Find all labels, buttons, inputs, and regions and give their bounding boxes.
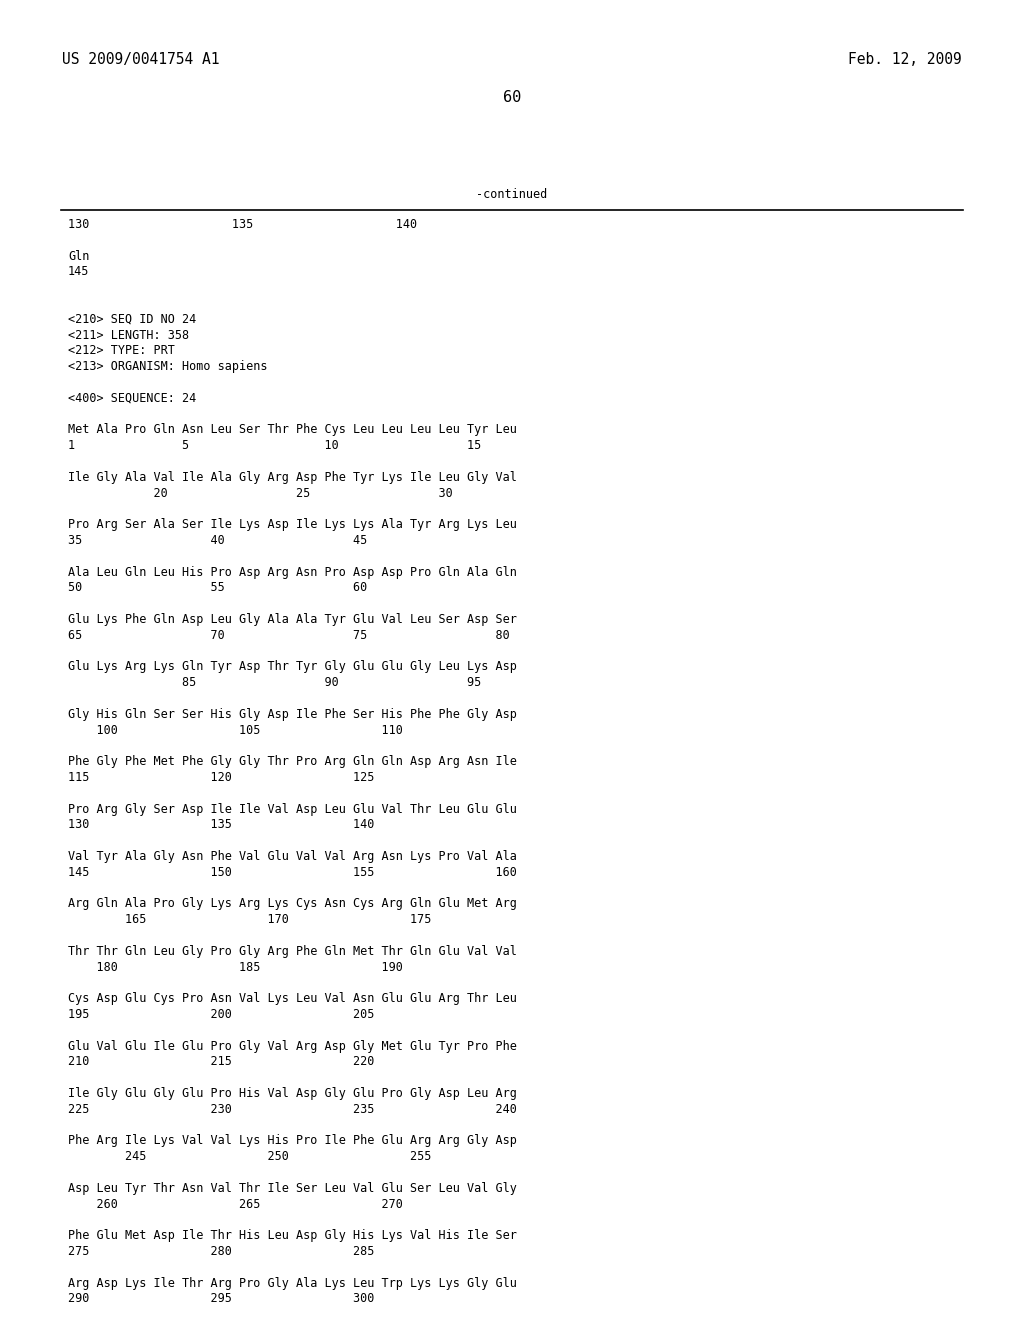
Text: 35                  40                  45: 35 40 45 [68, 535, 368, 546]
Text: 85                  90                  95: 85 90 95 [68, 676, 481, 689]
Text: 145                 150                 155                 160: 145 150 155 160 [68, 866, 517, 879]
Text: Phe Gly Phe Met Phe Gly Gly Thr Pro Arg Gln Gln Asp Arg Asn Ile: Phe Gly Phe Met Phe Gly Gly Thr Pro Arg … [68, 755, 517, 768]
Text: 245                 250                 255: 245 250 255 [68, 1150, 431, 1163]
Text: 145: 145 [68, 265, 89, 279]
Text: 130                 135                 140: 130 135 140 [68, 818, 375, 832]
Text: 180                 185                 190: 180 185 190 [68, 961, 402, 974]
Text: 210                 215                 220: 210 215 220 [68, 1056, 375, 1068]
Text: Glu Val Glu Ile Glu Pro Gly Val Arg Asp Gly Met Glu Tyr Pro Phe: Glu Val Glu Ile Glu Pro Gly Val Arg Asp … [68, 1040, 517, 1052]
Text: Ile Gly Ala Val Ile Ala Gly Arg Asp Phe Tyr Lys Ile Leu Gly Val: Ile Gly Ala Val Ile Ala Gly Arg Asp Phe … [68, 471, 517, 484]
Text: 130                    135                    140: 130 135 140 [68, 218, 417, 231]
Text: Feb. 12, 2009: Feb. 12, 2009 [848, 51, 962, 67]
Text: -continued: -continued [476, 187, 548, 201]
Text: 260                 265                 270: 260 265 270 [68, 1197, 402, 1210]
Text: Cys Asp Glu Cys Pro Asn Val Lys Leu Val Asn Glu Glu Arg Thr Leu: Cys Asp Glu Cys Pro Asn Val Lys Leu Val … [68, 993, 517, 1006]
Text: Met Ala Pro Gln Asn Leu Ser Thr Phe Cys Leu Leu Leu Leu Tyr Leu: Met Ala Pro Gln Asn Leu Ser Thr Phe Cys … [68, 424, 517, 437]
Text: Val Tyr Ala Gly Asn Phe Val Glu Val Val Arg Asn Lys Pro Val Ala: Val Tyr Ala Gly Asn Phe Val Glu Val Val … [68, 850, 517, 863]
Text: <400> SEQUENCE: 24: <400> SEQUENCE: 24 [68, 392, 197, 405]
Text: <213> ORGANISM: Homo sapiens: <213> ORGANISM: Homo sapiens [68, 360, 267, 374]
Text: Thr Thr Gln Leu Gly Pro Gly Arg Phe Gln Met Thr Gln Glu Val Val: Thr Thr Gln Leu Gly Pro Gly Arg Phe Gln … [68, 945, 517, 958]
Text: Glu Lys Phe Gln Asp Leu Gly Ala Ala Tyr Glu Val Leu Ser Asp Ser: Glu Lys Phe Gln Asp Leu Gly Ala Ala Tyr … [68, 612, 517, 626]
Text: Ala Leu Gln Leu His Pro Asp Arg Asn Pro Asp Asp Pro Gln Ala Gln: Ala Leu Gln Leu His Pro Asp Arg Asn Pro … [68, 565, 517, 578]
Text: Pro Arg Ser Ala Ser Ile Lys Asp Ile Lys Lys Ala Tyr Arg Lys Leu: Pro Arg Ser Ala Ser Ile Lys Asp Ile Lys … [68, 519, 517, 531]
Text: Gly His Gln Ser Ser His Gly Asp Ile Phe Ser His Phe Phe Gly Asp: Gly His Gln Ser Ser His Gly Asp Ile Phe … [68, 708, 517, 721]
Text: Ile Gly Glu Gly Glu Pro His Val Asp Gly Glu Pro Gly Asp Leu Arg: Ile Gly Glu Gly Glu Pro His Val Asp Gly … [68, 1086, 517, 1100]
Text: 50                  55                  60: 50 55 60 [68, 581, 368, 594]
Text: Arg Gln Ala Pro Gly Lys Arg Lys Cys Asn Cys Arg Gln Glu Met Arg: Arg Gln Ala Pro Gly Lys Arg Lys Cys Asn … [68, 898, 517, 911]
Text: 100                 105                 110: 100 105 110 [68, 723, 402, 737]
Text: Pro Arg Gly Ser Asp Ile Ile Val Asp Leu Glu Val Thr Leu Glu Glu: Pro Arg Gly Ser Asp Ile Ile Val Asp Leu … [68, 803, 517, 816]
Text: Glu Lys Arg Lys Gln Tyr Asp Thr Tyr Gly Glu Glu Gly Leu Lys Asp: Glu Lys Arg Lys Gln Tyr Asp Thr Tyr Gly … [68, 660, 517, 673]
Text: Gln: Gln [68, 249, 89, 263]
Text: Arg Asp Lys Ile Thr Arg Pro Gly Ala Lys Leu Trp Lys Lys Gly Glu: Arg Asp Lys Ile Thr Arg Pro Gly Ala Lys … [68, 1276, 517, 1290]
Text: 65                  70                  75                  80: 65 70 75 80 [68, 628, 510, 642]
Text: <211> LENGTH: 358: <211> LENGTH: 358 [68, 329, 189, 342]
Text: Phe Glu Met Asp Ile Thr His Leu Asp Gly His Lys Val His Ile Ser: Phe Glu Met Asp Ile Thr His Leu Asp Gly … [68, 1229, 517, 1242]
Text: 275                 280                 285: 275 280 285 [68, 1245, 375, 1258]
Text: 225                 230                 235                 240: 225 230 235 240 [68, 1102, 517, 1115]
Text: Phe Arg Ile Lys Val Val Lys His Pro Ile Phe Glu Arg Arg Gly Asp: Phe Arg Ile Lys Val Val Lys His Pro Ile … [68, 1134, 517, 1147]
Text: <212> TYPE: PRT: <212> TYPE: PRT [68, 345, 175, 358]
Text: 60: 60 [503, 90, 521, 106]
Text: <210> SEQ ID NO 24: <210> SEQ ID NO 24 [68, 313, 197, 326]
Text: Asp Leu Tyr Thr Asn Val Thr Ile Ser Leu Val Glu Ser Leu Val Gly: Asp Leu Tyr Thr Asn Val Thr Ile Ser Leu … [68, 1181, 517, 1195]
Text: 115                 120                 125: 115 120 125 [68, 771, 375, 784]
Text: 290                 295                 300: 290 295 300 [68, 1292, 375, 1305]
Text: US 2009/0041754 A1: US 2009/0041754 A1 [62, 51, 219, 67]
Text: 165                 170                 175: 165 170 175 [68, 913, 431, 927]
Text: 195                 200                 205: 195 200 205 [68, 1008, 375, 1020]
Text: 1               5                   10                  15: 1 5 10 15 [68, 440, 481, 453]
Text: 20                  25                  30: 20 25 30 [68, 487, 453, 499]
